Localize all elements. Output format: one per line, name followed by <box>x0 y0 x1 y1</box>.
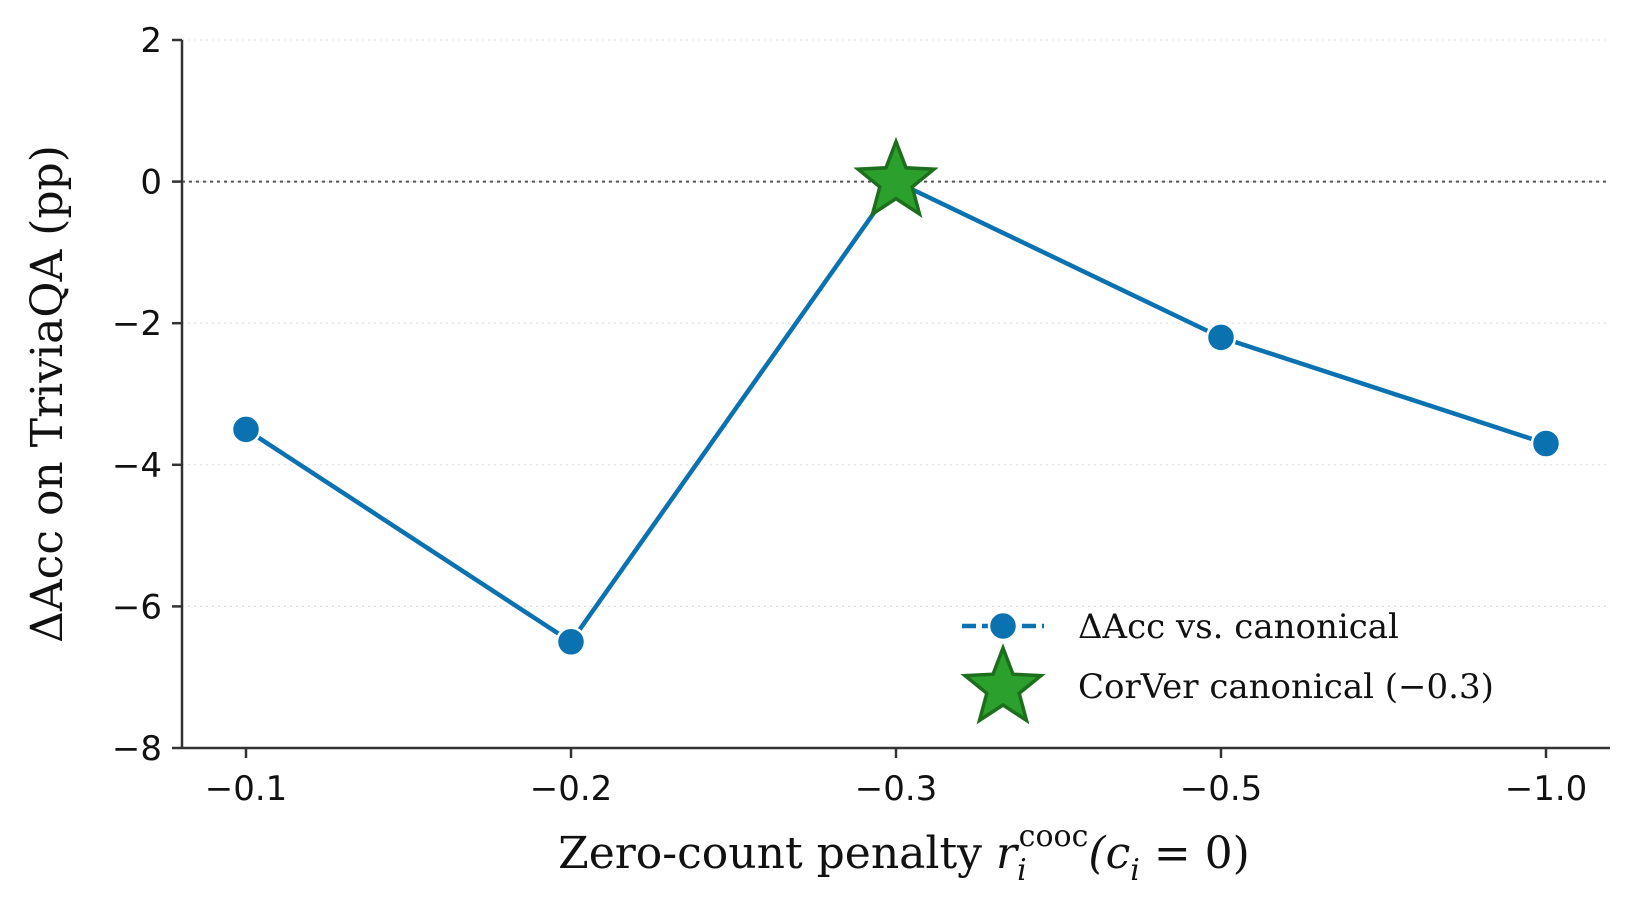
legend-highlight-marker <box>960 643 1046 725</box>
x-tick-label: −0.3 <box>855 769 938 809</box>
x-axis-title-subscript: i <box>1017 853 1027 888</box>
x-axis-ticks: −0.1 −0.2 −0.3 −0.5 −1.0 <box>205 748 1588 809</box>
x-tick-label: −0.5 <box>1180 769 1263 809</box>
y-axis-title: ΔAcc on TriviaQA (pp) <box>22 145 73 643</box>
series-line <box>244 179 1547 645</box>
x-tick-label: −1.0 <box>1505 769 1588 809</box>
x-axis-title-symbol: r <box>996 828 1020 879</box>
data-points <box>230 136 1562 658</box>
y-tick-label: 0 <box>140 163 162 203</box>
legend-series-label: ΔAcc vs. canonical <box>1078 607 1399 647</box>
x-axis-title-prefix: Zero-count penalty <box>558 828 996 879</box>
data-point <box>1205 322 1237 353</box>
x-tick-label: −0.1 <box>205 769 288 809</box>
legend-series-marker <box>987 610 1019 642</box>
x-axis-title-argument-subscript: i <box>1130 853 1140 888</box>
legend-highlight-label: CorVer canonical (−0.3) <box>1078 667 1494 707</box>
x-axis-title-superscript: cooc <box>1019 819 1089 854</box>
y-tick-label: −2 <box>112 304 162 344</box>
y-tick-label: 2 <box>140 21 162 61</box>
y-tick-label: −6 <box>112 587 162 627</box>
y-tick-label: −8 <box>112 729 162 769</box>
highlight-star-point <box>853 136 939 218</box>
data-point <box>1530 428 1562 459</box>
legend: ΔAcc vs. canonical CorVer canonical (−0.… <box>960 607 1494 725</box>
data-point <box>555 626 587 658</box>
y-axis-ticks: 2 0 −2 −4 −6 −8 <box>112 21 182 769</box>
data-point <box>230 414 262 445</box>
x-axis-title: Zero-count penalty ricooc(ci = 0) <box>558 819 1250 888</box>
y-tick-label: −4 <box>112 446 162 486</box>
x-axis-title-argument-tail: = 0) <box>1140 828 1250 879</box>
x-axis-title-argument: (c <box>1088 828 1130 879</box>
x-tick-label: −0.2 <box>530 769 613 809</box>
